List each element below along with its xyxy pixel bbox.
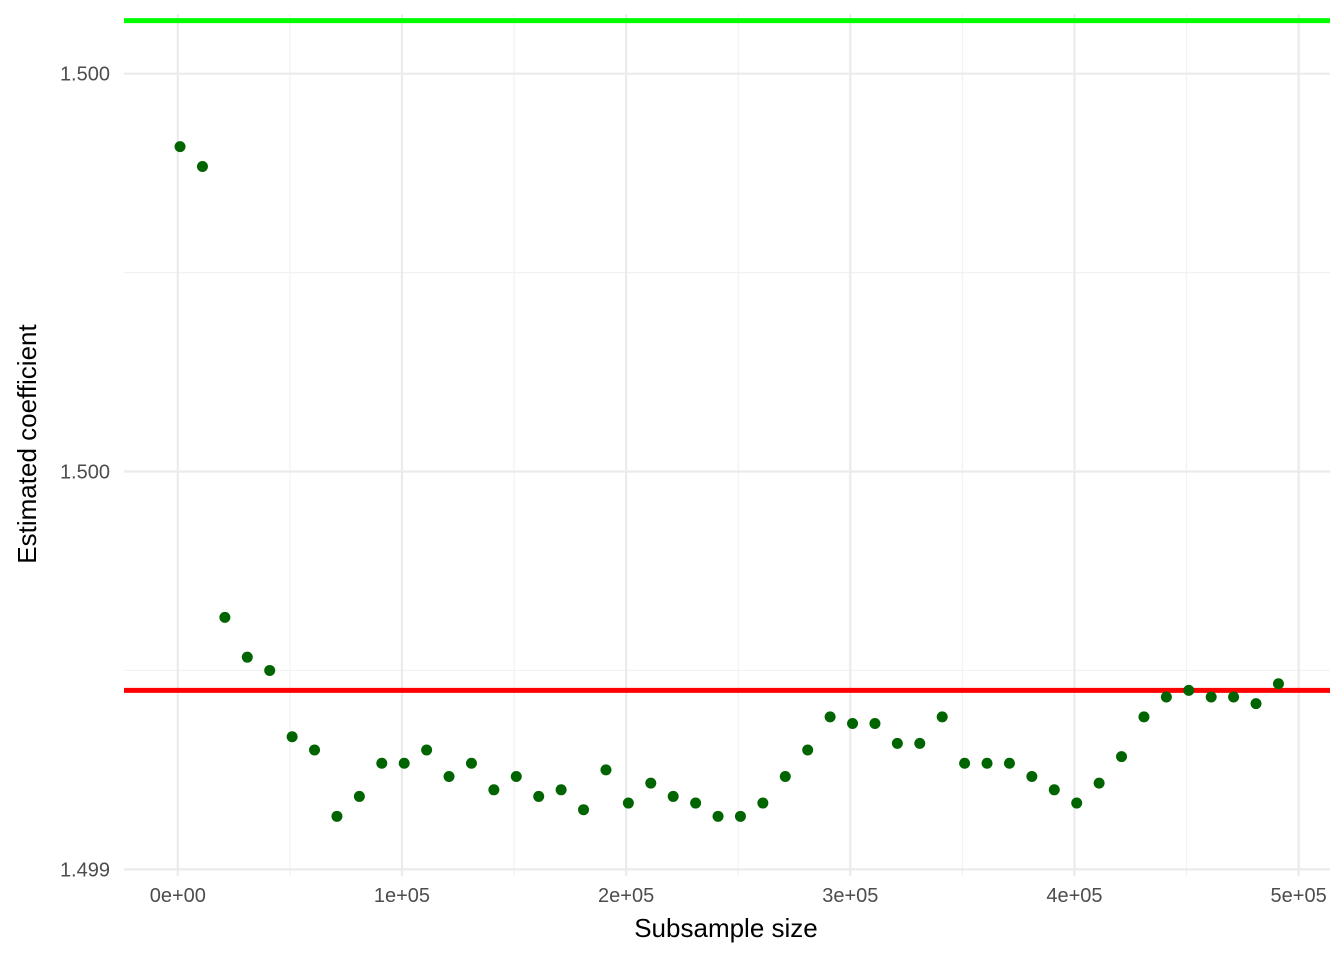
data-point bbox=[1228, 691, 1240, 703]
data-point bbox=[510, 771, 522, 783]
data-point bbox=[667, 790, 679, 802]
data-point bbox=[1250, 698, 1262, 710]
data-point bbox=[398, 757, 410, 769]
data-point bbox=[1160, 691, 1172, 703]
data-point bbox=[219, 611, 231, 623]
data-point bbox=[1272, 678, 1284, 690]
data-point bbox=[443, 771, 455, 783]
data-point bbox=[869, 717, 881, 729]
x-tick-label: 0e+00 bbox=[150, 885, 206, 907]
data-point bbox=[779, 771, 791, 783]
x-axis-title: Subsample size bbox=[634, 913, 818, 943]
data-point bbox=[734, 810, 746, 822]
data-point bbox=[309, 744, 321, 756]
data-point bbox=[600, 764, 612, 776]
x-tick-label: 3e+05 bbox=[822, 885, 878, 907]
x-tick-label: 1e+05 bbox=[374, 885, 430, 907]
data-point bbox=[488, 784, 500, 796]
data-point bbox=[1048, 784, 1060, 796]
data-point bbox=[421, 744, 433, 756]
data-point bbox=[1026, 771, 1038, 783]
data-point bbox=[891, 737, 903, 749]
data-point bbox=[981, 757, 993, 769]
data-point bbox=[1205, 691, 1217, 703]
x-axis-tick-labels: 0e+00 1e+05 2e+05 3e+05 4e+05 5e+05 bbox=[150, 885, 1327, 907]
data-point bbox=[1003, 757, 1015, 769]
data-point bbox=[241, 651, 253, 663]
data-point bbox=[264, 664, 276, 676]
y-tick-label: 1.500 bbox=[60, 64, 110, 86]
data-point bbox=[959, 757, 971, 769]
reference-lines bbox=[124, 18, 1330, 693]
data-point bbox=[622, 797, 634, 809]
x-tick-label: 2e+05 bbox=[598, 885, 654, 907]
data-point bbox=[174, 141, 186, 153]
x-tick-label: 4e+05 bbox=[1046, 885, 1102, 907]
data-point bbox=[847, 717, 859, 729]
data-point bbox=[353, 790, 365, 802]
data-point bbox=[936, 711, 948, 723]
y-tick-label: 1.499 bbox=[60, 859, 110, 881]
data-point bbox=[1183, 684, 1195, 696]
data-point bbox=[914, 737, 926, 749]
data-point bbox=[1116, 751, 1128, 763]
data-point bbox=[1093, 777, 1105, 789]
data-point bbox=[757, 797, 769, 809]
major-grid bbox=[124, 14, 1330, 876]
y-tick-label: 1.500 bbox=[60, 462, 110, 484]
y-axis-title: Estimated coefficient bbox=[12, 324, 42, 564]
data-point bbox=[578, 804, 590, 816]
data-point bbox=[645, 777, 657, 789]
data-point bbox=[465, 757, 477, 769]
data-point bbox=[555, 784, 567, 796]
data-point bbox=[533, 790, 545, 802]
data-point bbox=[376, 757, 388, 769]
data-point bbox=[690, 797, 702, 809]
minor-grid bbox=[124, 14, 1330, 876]
x-tick-label: 5e+05 bbox=[1271, 885, 1327, 907]
data-point bbox=[824, 711, 836, 723]
data-point bbox=[331, 810, 343, 822]
data-point bbox=[802, 744, 814, 756]
data-point bbox=[196, 161, 208, 173]
data-point bbox=[1138, 711, 1150, 723]
data-point bbox=[286, 731, 298, 743]
data-point bbox=[1071, 797, 1083, 809]
data-point bbox=[712, 810, 724, 822]
data-points bbox=[174, 141, 1284, 822]
